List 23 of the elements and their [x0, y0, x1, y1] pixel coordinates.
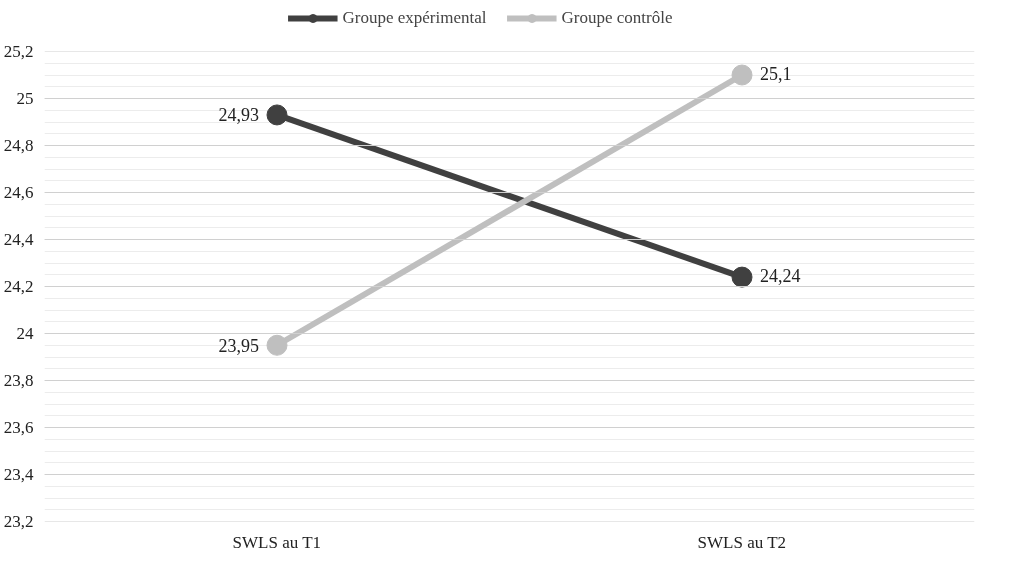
data-label: 24,24 [760, 266, 801, 287]
point [266, 334, 288, 356]
legend-label: Groupe contrôle [561, 8, 673, 28]
y-tick-label: 23,2 [3, 512, 34, 531]
point [731, 266, 753, 288]
y-tick-label: 24 [16, 324, 34, 343]
point [731, 64, 753, 86]
y-tick-label: 23,6 [3, 418, 34, 437]
point [266, 104, 288, 126]
legend-label: Groupe expérimental [342, 8, 487, 28]
y-tick-label: 25,2 [3, 42, 34, 61]
data-label: 24,93 [218, 105, 259, 126]
y-tick-label: 24,8 [3, 136, 34, 155]
y-tick-label: 24,6 [3, 183, 34, 202]
y-tick-label: 23,8 [3, 371, 34, 390]
y-tick-label: 25 [16, 89, 34, 108]
y-tick-label: 23,4 [3, 465, 34, 484]
y-tick-label: 24,4 [3, 230, 34, 249]
y-tick-label: 24,2 [3, 277, 34, 296]
data-label: 25,1 [760, 64, 792, 84]
x-tick-label: SWLS au T1 [232, 532, 322, 552]
data-label: 23,95 [218, 335, 259, 356]
x-tick-label: SWLS au T2 [697, 532, 787, 552]
